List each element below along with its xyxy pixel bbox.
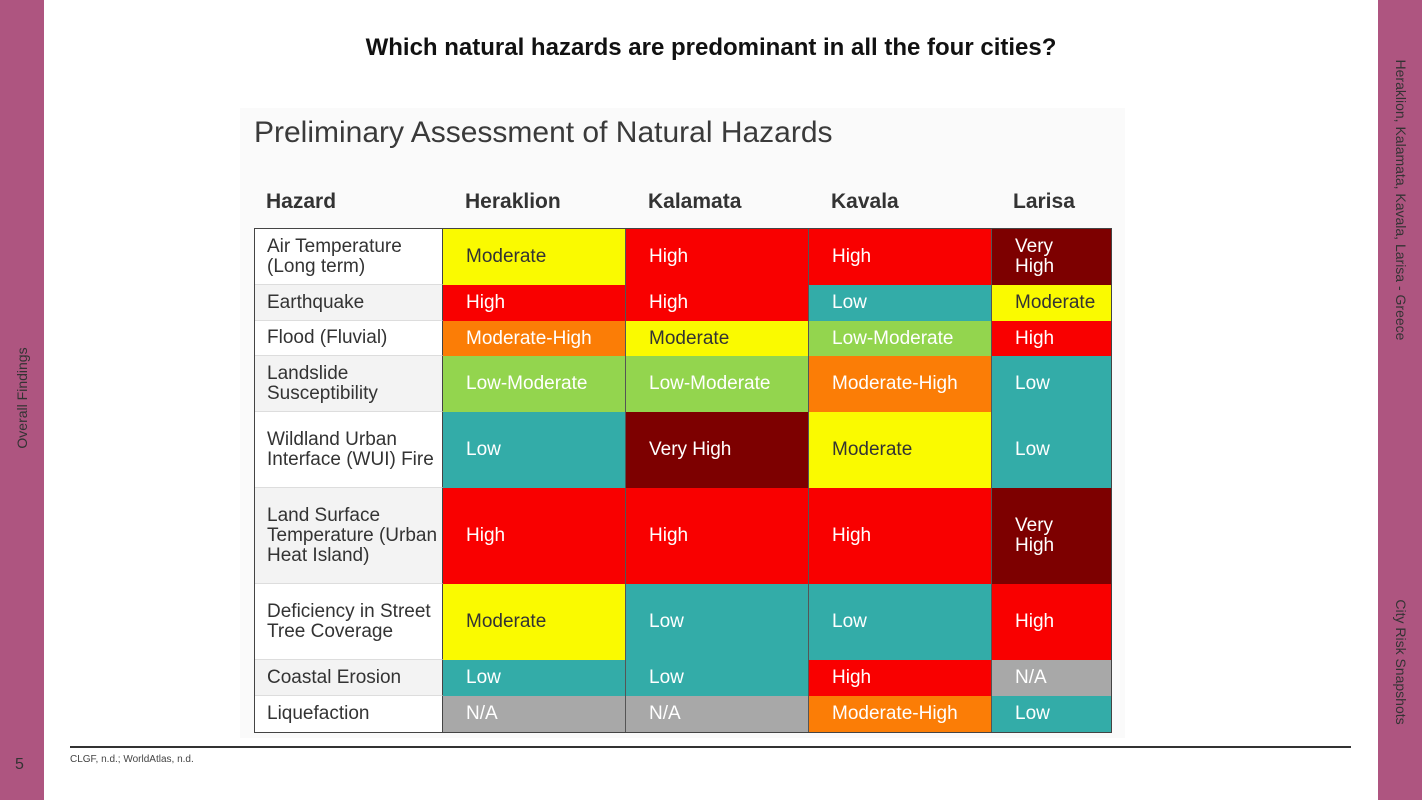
risk-level-cell: Low bbox=[809, 584, 992, 660]
hazard-name: Liquefaction bbox=[255, 696, 443, 732]
hazard-name: Flood (Fluvial) bbox=[255, 321, 443, 356]
table-row: Coastal Erosion Low Low High N/A bbox=[255, 660, 1111, 696]
risk-level-cell: High bbox=[992, 321, 1111, 356]
risk-level-cell: Low bbox=[626, 584, 809, 660]
header-larisa: Larisa bbox=[1013, 190, 1075, 213]
figure-title: Preliminary Assessment of Natural Hazard… bbox=[254, 116, 833, 149]
hazard-name: Landslide Susceptibility bbox=[255, 356, 443, 412]
table-row: Liquefaction N/A N/A Moderate-High Low bbox=[255, 696, 1111, 732]
risk-level-cell: High bbox=[809, 660, 992, 696]
risk-level-cell: Low bbox=[992, 356, 1111, 412]
hazard-name: Earthquake bbox=[255, 285, 443, 321]
hazard-name: Coastal Erosion bbox=[255, 660, 443, 696]
risk-level-cell: High bbox=[809, 229, 992, 285]
risk-level-cell: Moderate-High bbox=[443, 321, 626, 356]
hazard-name: Wildland Urban Interface (WUI) Fire bbox=[255, 412, 443, 488]
table-row: Wildland Urban Interface (WUI) Fire Low Ve… bbox=[255, 412, 1111, 488]
risk-level-cell: Very High bbox=[992, 488, 1111, 584]
header-kavala: Kavala bbox=[831, 190, 899, 213]
risk-level-cell: Moderate bbox=[626, 321, 809, 356]
footer-divider bbox=[70, 746, 1351, 748]
hazard-name: Deficiency in Street Tree Coverage bbox=[255, 584, 443, 660]
table-row: Air Temperature (Long term) Moderate High H… bbox=[255, 229, 1111, 285]
risk-level-cell: High bbox=[626, 285, 809, 321]
table-row: Flood (Fluvial) Moderate-High Moderate Low-… bbox=[255, 321, 1111, 356]
table-row: Landslide Susceptibility Low-Moderate Low-… bbox=[255, 356, 1111, 412]
risk-level-cell: Low-Moderate bbox=[626, 356, 809, 412]
location-label: Heraklion, Kalamata, Kavala, Larisa - Gr… bbox=[1393, 59, 1409, 341]
risk-level-cell: Low bbox=[809, 285, 992, 321]
risk-level-cell: High bbox=[626, 229, 809, 285]
risk-level-cell: Very High bbox=[626, 412, 809, 488]
table-row: Land Surface Temperature (Urban Heat Isl… bbox=[255, 488, 1111, 584]
risk-level-cell: Low bbox=[443, 412, 626, 488]
risk-level-cell: Low-Moderate bbox=[809, 321, 992, 356]
slide-title: Which natural hazards are predominant in… bbox=[365, 34, 1057, 61]
risk-level-cell: Low-Moderate bbox=[443, 356, 626, 412]
source-citation: CLGF, n.d.; WorldAtlas, n.d. bbox=[70, 754, 194, 765]
risk-level-cell: N/A bbox=[443, 696, 626, 732]
risk-level-cell: Very High bbox=[992, 229, 1111, 285]
risk-level-cell: N/A bbox=[626, 696, 809, 732]
risk-level-cell: Moderate-High bbox=[809, 696, 992, 732]
risk-level-cell: Moderate bbox=[443, 229, 626, 285]
risk-level-cell: N/A bbox=[992, 660, 1111, 696]
table-row: Deficiency in Street Tree Coverage Modera… bbox=[255, 584, 1111, 660]
risk-level-cell: Moderate bbox=[443, 584, 626, 660]
risk-level-cell: High bbox=[443, 285, 626, 321]
hazard-table: Air Temperature (Long term) Moderate High H… bbox=[254, 228, 1112, 733]
risk-level-cell: Low bbox=[443, 660, 626, 696]
page-number: 5 bbox=[15, 756, 24, 773]
table-row: Earthquake High High Low Moderate bbox=[255, 285, 1111, 321]
risk-level-cell: High bbox=[992, 584, 1111, 660]
hazard-name: Air Temperature (Long term) bbox=[255, 229, 443, 285]
risk-level-cell: High bbox=[809, 488, 992, 584]
risk-level-cell: High bbox=[626, 488, 809, 584]
left-sidebar bbox=[0, 0, 44, 800]
right-sidebar bbox=[1378, 0, 1422, 800]
section-label: Overall Findings bbox=[14, 347, 30, 449]
chapter-label: City Risk Snapshots bbox=[1393, 599, 1409, 725]
risk-level-cell: Moderate bbox=[809, 412, 992, 488]
hazard-name: Land Surface Temperature (Urban Heat Isl… bbox=[255, 488, 443, 584]
risk-level-cell: Low bbox=[626, 660, 809, 696]
header-hazard: Hazard bbox=[266, 190, 337, 213]
risk-level-cell: Moderate bbox=[992, 285, 1111, 321]
risk-level-cell: Moderate-High bbox=[809, 356, 992, 412]
risk-level-cell: High bbox=[443, 488, 626, 584]
header-kalamata: Kalamata bbox=[648, 190, 742, 213]
risk-level-cell: Low bbox=[992, 412, 1111, 488]
header-heraklion: Heraklion bbox=[465, 190, 561, 213]
risk-level-cell: Low bbox=[992, 696, 1111, 732]
